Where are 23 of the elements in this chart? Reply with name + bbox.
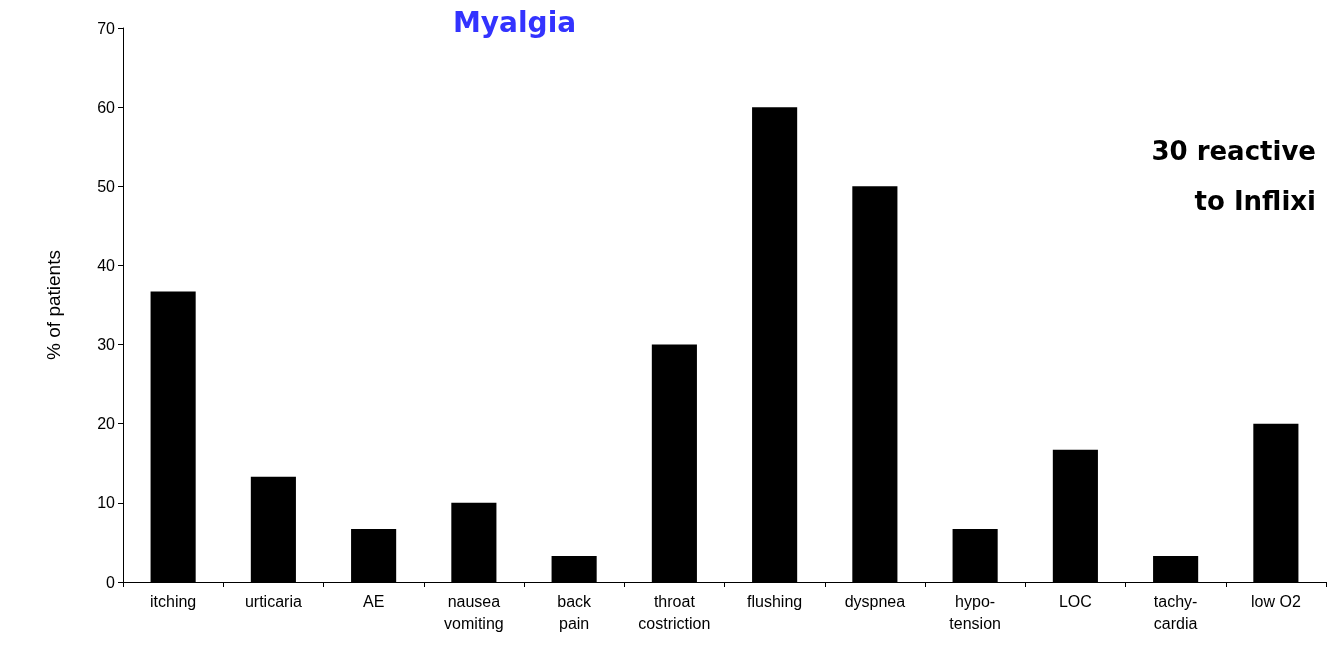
x-tick-label: back pain: [557, 592, 593, 632]
y-axis-title: % of patients: [43, 250, 64, 360]
x-tick-label: dyspnea: [844, 592, 906, 610]
y-tick-label: 10: [97, 494, 116, 512]
x-tick-label: LOC: [1058, 592, 1092, 610]
y-tick-label: 30: [97, 336, 116, 354]
y-tick-label: 60: [97, 98, 116, 116]
x-tick-label: hypo- tension: [949, 592, 1001, 632]
x-tick-label: AE: [362, 592, 385, 610]
x-tick-label: urticaria: [244, 592, 302, 610]
y-tick-label: 40: [97, 256, 116, 274]
annotation: Myalgia: [453, 5, 577, 39]
x-tick-label: flushing: [747, 592, 803, 610]
y-tick-label: 70: [97, 19, 116, 37]
x-tick-label: tachy- cardia: [1153, 592, 1198, 632]
y-tick-label: 0: [106, 573, 116, 591]
x-tick-label: itching: [150, 592, 197, 610]
x-tick-label: low O2: [1250, 592, 1301, 610]
y-tick-label: 20: [97, 415, 116, 433]
x-tick-label: throat costriction: [638, 592, 711, 632]
annotation: 30 reactive to Inflixi: [1151, 136, 1316, 216]
x-tick-label: nausea vomiting: [444, 592, 504, 632]
y-tick-label: 50: [97, 177, 116, 195]
